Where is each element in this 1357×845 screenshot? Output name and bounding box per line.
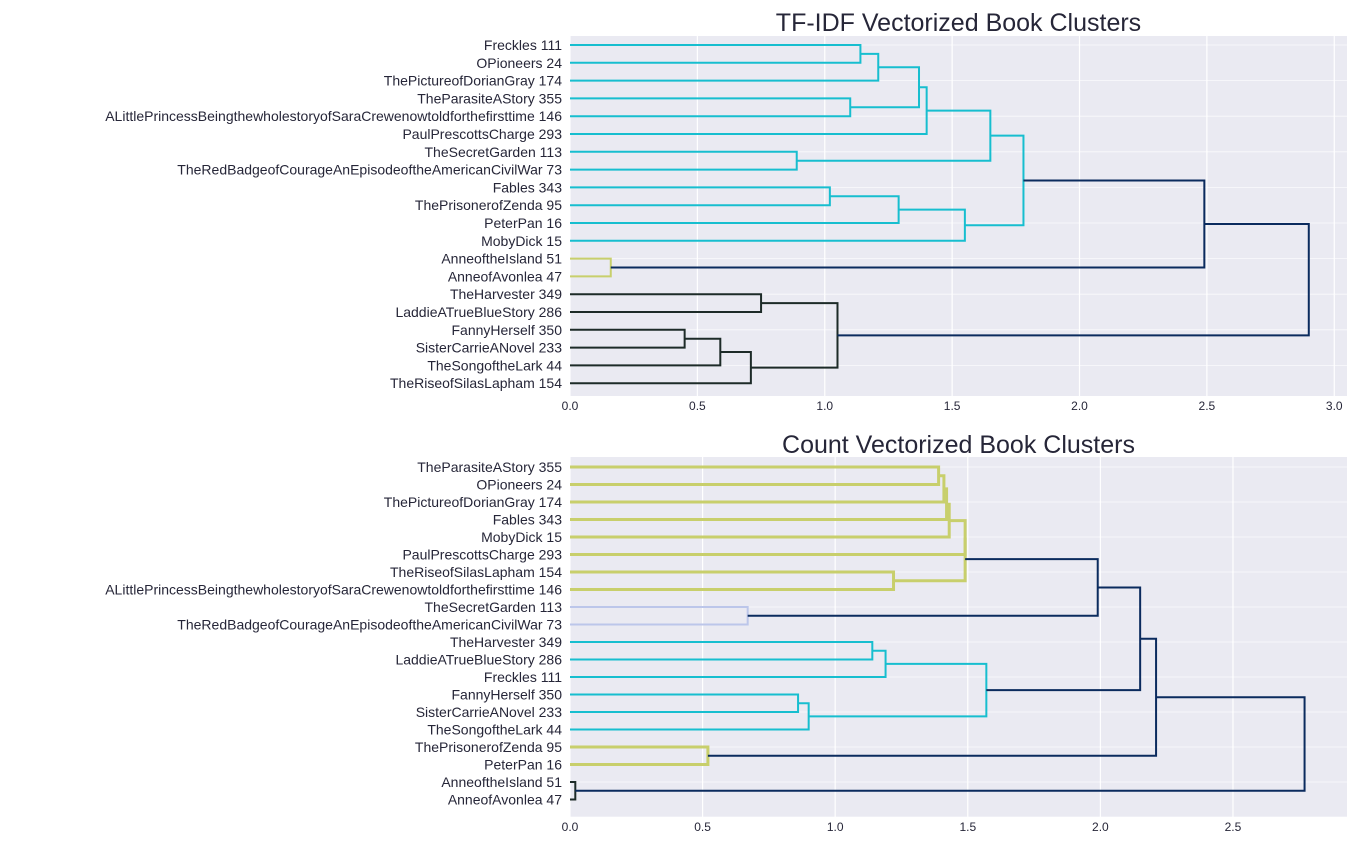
leaf-label-tfidf: TheParasiteAStory 355 <box>417 90 562 106</box>
leaf-label-tfidf: AnneofAvonlea 47 <box>448 268 562 284</box>
leaf-label-tfidf: ThePrisonerofZenda 95 <box>415 197 562 213</box>
leaf-label-count: TheParasiteAStory 355 <box>417 459 562 475</box>
dendrogram-link <box>570 649 887 678</box>
leaf-label-count: TheRedBadgeofCourageAnEpisodeoftheAmeric… <box>177 617 562 633</box>
x-tick-label: 2.5 <box>1199 399 1216 413</box>
x-tick-label: 1.5 <box>959 820 976 834</box>
leaf-label-tfidf: ThePictureofDorianGray 174 <box>384 73 562 89</box>
plot-background <box>570 36 1347 396</box>
dendrogram-link <box>893 537 967 583</box>
leaf-label-count: ThePictureofDorianGray 174 <box>384 494 562 510</box>
leaf-label-count: OPioneers 24 <box>476 477 562 493</box>
leaf-label-tfidf: TheHarvester 349 <box>450 286 562 302</box>
dendrogram-link <box>570 328 686 349</box>
leaf-label-tfidf: OPioneers 24 <box>476 55 562 71</box>
count-dendrogram-panel: 0.0 0.5 1.0 1.5 2.0 2.5 Count Vectorized Book … <box>105 431 1347 834</box>
dendrogram-link <box>796 109 992 162</box>
dendrogram-link <box>575 696 1306 792</box>
plot-background <box>570 457 1347 817</box>
leaf-label-tfidf: SisterCarrieANovel 233 <box>416 340 562 356</box>
dendrogram-link <box>570 502 951 539</box>
dendrogram-link <box>570 150 798 171</box>
leaf-label-count: AnneoftheIsland 51 <box>441 774 562 790</box>
leaf-label-count: TheHarvester 349 <box>450 634 562 650</box>
leaf-label-count: LaddieATrueBlueStory 286 <box>395 652 562 668</box>
chart-title: Count Vectorized Book Clusters <box>782 431 1135 459</box>
leaf-label-tfidf: AnneoftheIsland 51 <box>441 251 562 267</box>
x-tick-label: 0.5 <box>694 820 711 834</box>
leaf-label-tfidf: Freckles 111 <box>484 37 562 53</box>
dendrogram-link <box>570 186 831 207</box>
leaf-label-tfidf: TheRedBadgeofCourageAnEpisodeoftheAmeric… <box>177 162 562 178</box>
x-tick-label: 2.5 <box>1225 820 1242 834</box>
leaf-label-tfidf: ALittlePrincessBeingthewholestoryofSaraC… <box>105 108 562 124</box>
dendrogram-link <box>747 558 1099 617</box>
leaf-label-tfidf: Fables 343 <box>493 179 562 195</box>
leaf-label-count: Freckles 111 <box>484 669 562 685</box>
leaf-label-count: ALittlePrincessBeingthewholestoryofSaraC… <box>105 582 562 598</box>
dendrogram-link <box>964 134 1025 227</box>
leaf-label-count: TheRiseofSilasLapham 154 <box>390 564 562 580</box>
dendrogram-link <box>570 351 752 385</box>
x-tick-label: 0.5 <box>689 399 706 413</box>
dendrogram-link <box>986 586 1142 692</box>
dendrogram-link <box>570 52 880 82</box>
leaf-label-count: FannyHerself 350 <box>451 687 562 703</box>
leaf-label-count: PeterPan 16 <box>484 757 562 773</box>
leaf-label-tfidf: TheSongoftheLark 44 <box>427 357 562 373</box>
x-tick-label: 0.0 <box>562 820 579 834</box>
dendrogram-link <box>570 97 852 118</box>
leaf-label-tfidf: PaulPrescottsCharge 293 <box>402 126 562 142</box>
leaf-label-tfidf: TheRiseofSilasLapham 154 <box>390 375 562 391</box>
leaf-label-count: PaulPrescottsCharge 293 <box>402 547 562 563</box>
leaf-label-tfidf: FannyHerself 350 <box>451 322 562 338</box>
leaf-label-tfidf: TheSecretGarden 113 <box>425 144 563 160</box>
leaf-label-count: TheSongoftheLark 44 <box>427 722 562 738</box>
x-tick-label: 2.0 <box>1071 399 1088 413</box>
dendrogram-link <box>837 222 1310 337</box>
dendrogram-link <box>570 693 800 713</box>
leaf-label-tfidf: LaddieATrueBlueStory 286 <box>395 304 562 320</box>
x-tick-label: 0.0 <box>562 399 579 413</box>
x-tick-label: 1.5 <box>944 399 961 413</box>
x-tick-label: 1.0 <box>816 399 833 413</box>
leaf-label-count: SisterCarrieANovel 233 <box>416 704 562 720</box>
leaf-label-tfidf: PeterPan 16 <box>484 215 562 231</box>
dendrogram-link <box>850 66 921 109</box>
x-tick-label: 2.0 <box>1092 820 1109 834</box>
leaf-label-count: AnneofAvonlea 47 <box>448 792 562 808</box>
x-tick-label: 1.0 <box>827 820 844 834</box>
leaf-label-tfidf: MobyDick 15 <box>481 233 562 249</box>
tfidf-dendrogram-panel: 0.0 0.5 1.0 1.5 2.0 2.5 3.0 TF-IDF Vectorized B… <box>105 9 1347 413</box>
leaf-label-count: TheSecretGarden 113 <box>425 599 563 615</box>
leaf-label-count: MobyDick 15 <box>481 529 562 545</box>
x-tick-label: 3.0 <box>1326 399 1343 413</box>
leaf-label-count: Fables 343 <box>493 512 562 528</box>
dendrogram-link <box>707 637 1158 757</box>
chart-title: TF-IDF Vectorized Book Clusters <box>776 9 1141 37</box>
leaf-label-count: ThePrisonerofZenda 95 <box>415 739 562 755</box>
